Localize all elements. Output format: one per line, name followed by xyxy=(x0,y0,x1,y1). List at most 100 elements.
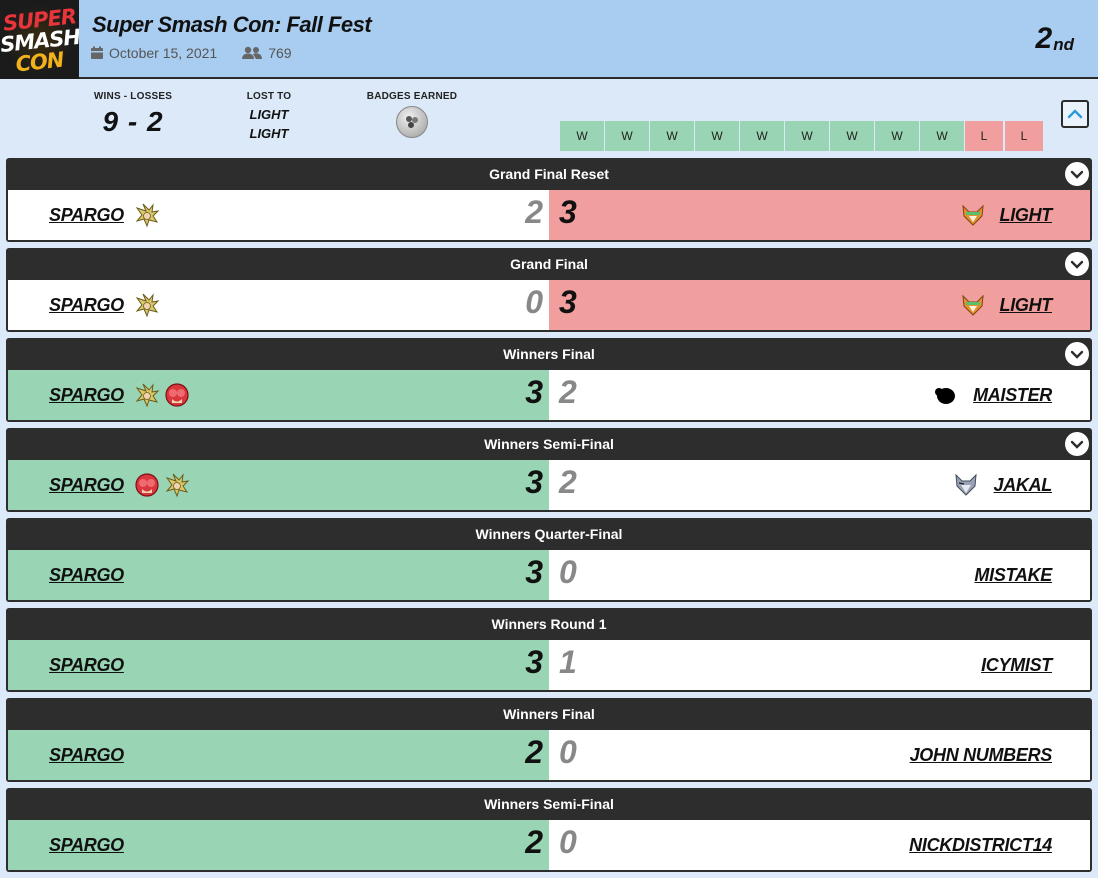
player-score: 3 xyxy=(525,374,543,410)
player-name-link[interactable]: SPARGO xyxy=(49,834,124,855)
player-score: 3 xyxy=(559,194,577,230)
match-card: Winners Round 1 SPARGO 3 1 ICYMIST xyxy=(6,608,1092,692)
round-title: Winners Final xyxy=(503,706,595,722)
player-score: 0 xyxy=(559,734,577,770)
player-score: 3 xyxy=(559,284,577,320)
expand-button[interactable] xyxy=(1065,252,1089,276)
lost-to-player: LIGHT xyxy=(249,107,289,122)
match-card: Winners Final SPARGO 2 0 JOHN NUMBERS xyxy=(6,698,1092,782)
wolf-icon xyxy=(953,472,979,498)
result-chip: W xyxy=(650,121,694,151)
match-card: Winners Semi-Final SPARGO 2 0 NICKDISTRI… xyxy=(6,788,1092,872)
match-card: Grand Final Reset SPARGO 2 3 LIGHT xyxy=(6,158,1092,242)
cloud-icon xyxy=(134,382,160,408)
result-chip: W xyxy=(560,121,604,151)
character-list xyxy=(960,292,990,318)
player-left: SPARGO 3 xyxy=(8,370,549,420)
player-score: 3 xyxy=(525,464,543,500)
player-name-link[interactable]: LIGHT xyxy=(999,294,1053,315)
player-left: SPARGO 2 xyxy=(8,190,549,240)
round-title: Winners Final xyxy=(503,346,595,362)
match-card: Grand Final SPARGO 0 3 LIGHT xyxy=(6,248,1092,332)
lost-to-player: LIGHT xyxy=(249,126,289,141)
expand-button[interactable] xyxy=(1065,162,1089,186)
result-chip: W xyxy=(740,121,784,151)
character-list xyxy=(933,382,963,408)
player-score: 0 xyxy=(559,824,577,860)
player-left: SPARGO 0 xyxy=(8,280,549,330)
users-icon xyxy=(242,46,263,59)
calendar-icon xyxy=(91,46,103,59)
character-list xyxy=(960,202,990,228)
player-score: 3 xyxy=(525,644,543,680)
summary-bar: WINS - LOSSES 9 - 2 LOST TO LIGHT LIGHT … xyxy=(0,80,1098,158)
round-title: Winners Semi-Final xyxy=(484,796,614,812)
fox-icon xyxy=(960,202,986,228)
event-title: Super Smash Con: Fall Fest xyxy=(92,12,372,37)
chevron-down-icon xyxy=(1070,350,1084,359)
expand-button[interactable] xyxy=(1065,342,1089,366)
result-chip: L xyxy=(965,121,1003,151)
player-right: 0 JOHN NUMBERS xyxy=(549,730,1090,780)
pyra-icon xyxy=(134,472,160,498)
game-and-watch-icon xyxy=(933,382,959,408)
player-name-link[interactable]: SPARGO xyxy=(49,384,124,405)
wins-losses: WINS - LOSSES 9 - 2 xyxy=(93,91,173,137)
player-score: 1 xyxy=(559,644,577,680)
player-right: 1 ICYMIST xyxy=(549,640,1090,690)
player-name-link[interactable]: NICKDISTRICT14 xyxy=(909,834,1052,855)
event-entrants: 769 xyxy=(241,45,292,61)
player-name-link[interactable]: SPARGO xyxy=(49,204,124,225)
player-right: 2 MAISTER xyxy=(549,370,1090,420)
badge-icon[interactable] xyxy=(396,106,428,138)
player-name-link[interactable]: MISTAKE xyxy=(974,564,1052,585)
collapse-button[interactable] xyxy=(1061,100,1089,128)
player-name-link[interactable]: ICYMIST xyxy=(981,654,1052,675)
match-card: Winners Semi-Final SPARGO 3 2 JAKAL xyxy=(6,428,1092,512)
player-name-link[interactable]: JOHN NUMBERS xyxy=(909,744,1053,765)
player-score: 0 xyxy=(525,284,543,320)
player-name-link[interactable]: SPARGO xyxy=(49,294,124,315)
round-title: Winners Semi-Final xyxy=(484,436,614,452)
result-chip: W xyxy=(695,121,739,151)
player-name-link[interactable]: LIGHT xyxy=(999,204,1053,225)
match-card: Winners Final SPARGO 3 2 MAISTER xyxy=(6,338,1092,422)
player-score: 2 xyxy=(525,734,543,770)
player-name-link[interactable]: MAISTER xyxy=(973,384,1052,405)
player-name-link[interactable]: SPARGO xyxy=(49,744,124,765)
result-chip: W xyxy=(830,121,874,151)
round-title: Winners Quarter-Final xyxy=(475,526,623,542)
result-chip: W xyxy=(920,121,964,151)
character-list xyxy=(134,292,164,318)
match-card: Winners Quarter-Final SPARGO 3 0 MISTAKE xyxy=(6,518,1092,602)
player-left: SPARGO 3 xyxy=(8,550,549,600)
player-score: 0 xyxy=(559,554,577,590)
player-name-link[interactable]: SPARGO xyxy=(49,564,124,585)
player-right: 0 MISTAKE xyxy=(549,550,1090,600)
player-name-link[interactable]: SPARGO xyxy=(49,654,124,675)
result-chip: L xyxy=(1005,121,1043,151)
cloud-icon xyxy=(134,202,160,228)
cloud-icon xyxy=(164,472,190,498)
player-right: 3 LIGHT xyxy=(549,190,1090,240)
chevron-down-icon xyxy=(1070,260,1084,269)
pyra-icon xyxy=(164,382,190,408)
player-score: 2 xyxy=(559,374,577,410)
expand-button[interactable] xyxy=(1065,432,1089,456)
player-left: SPARGO 3 xyxy=(8,460,549,510)
character-list xyxy=(134,382,194,408)
character-list xyxy=(134,472,194,498)
player-left: SPARGO 3 xyxy=(8,640,549,690)
round-title: Winners Round 1 xyxy=(491,616,607,632)
player-right: 2 JAKAL xyxy=(549,460,1090,510)
player-name-link[interactable]: SPARGO xyxy=(49,474,124,495)
player-score: 2 xyxy=(559,464,577,500)
round-title: Grand Final Reset xyxy=(489,166,609,182)
player-name-link[interactable]: JAKAL xyxy=(993,474,1052,495)
fox-icon xyxy=(960,292,986,318)
event-header: SUPER SMASH CON Super Smash Con: Fall Fe… xyxy=(0,0,1098,79)
player-score: 3 xyxy=(525,554,543,590)
player-score: 2 xyxy=(525,824,543,860)
player-right: 3 LIGHT xyxy=(549,280,1090,330)
